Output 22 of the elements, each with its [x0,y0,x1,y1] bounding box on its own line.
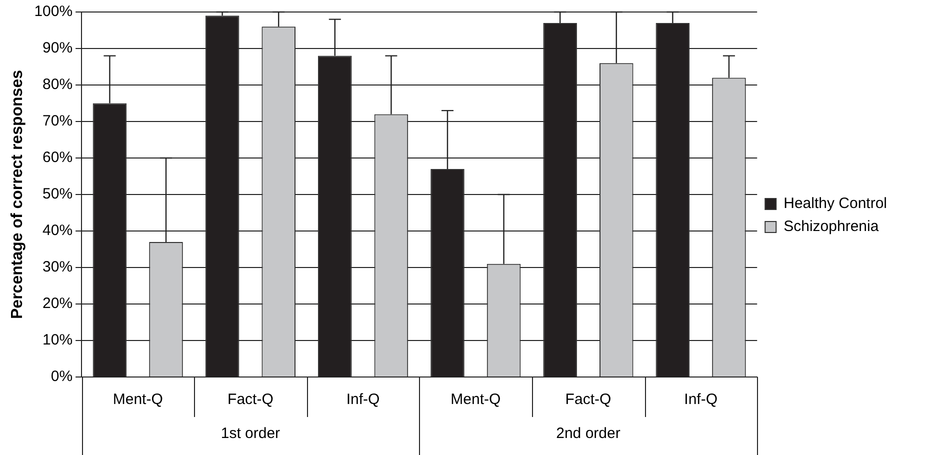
y-tick-label: 60% [42,149,73,166]
y-tick-label: 0% [50,368,73,386]
y-tick-label: 100% [34,3,73,20]
x-tick-label: Inf-Q [346,391,380,408]
y-tick-label: 80% [42,76,73,94]
y-tick-label: 40% [42,222,73,240]
legend-label: Healthy Control [784,195,888,212]
y-axis-title: Percentage of correct responses [9,70,26,319]
x-tick-label: Ment-Q [450,391,501,408]
y-tick-label: 20% [42,295,73,312]
text: 2nd order [556,425,620,442]
x-tick-label: Fact-Q [228,391,274,408]
x-tick-label: Inf-Q [684,391,718,408]
y-tick-label: 30% [42,258,73,276]
y-tick-label: 10% [42,332,73,349]
x-tick-label: Fact-Q [565,391,612,408]
legend-label: Schizophrenia [784,218,880,236]
y-tick-label: 70% [42,112,73,130]
x-tick-label: Ment-Q [112,391,163,408]
y-tick-label: 90% [42,40,73,57]
y-tick-label: 50% [42,186,73,203]
text: 1st order [220,425,280,442]
